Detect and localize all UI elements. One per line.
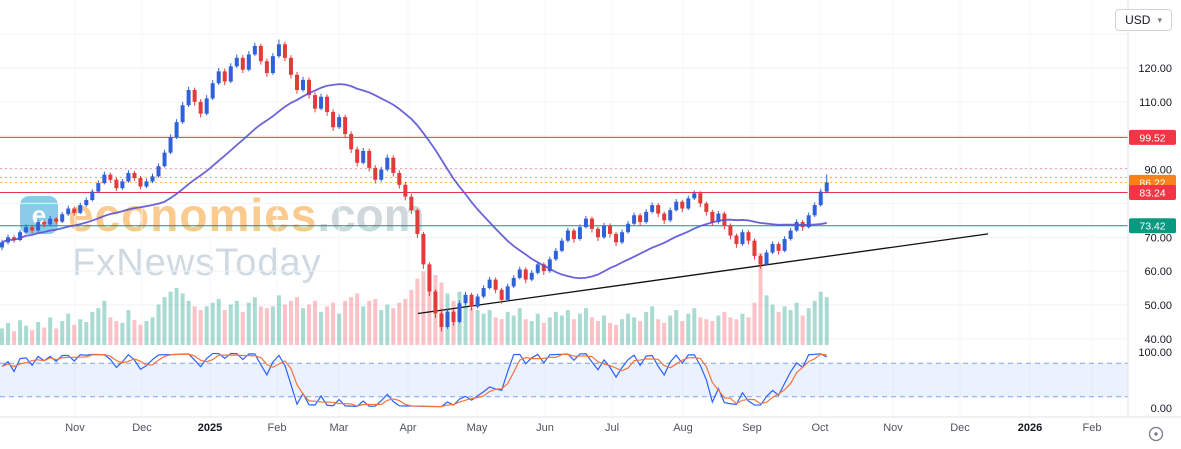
chevron-down-icon: ▾	[1157, 14, 1162, 25]
svg-text:Nov: Nov	[65, 422, 85, 434]
svg-text:Dec: Dec	[132, 422, 152, 434]
svg-text:100.00: 100.00	[1138, 347, 1172, 359]
svg-text:Mar: Mar	[330, 422, 349, 434]
svg-text:Aug: Aug	[673, 422, 693, 434]
crosshair-target-icon[interactable]	[1147, 425, 1165, 443]
ma-line	[1, 83, 827, 280]
grid-layer	[0, 33, 1128, 340]
price-axis: 120.00 110.00 90.00 70.00 60.00 50.00 40.00100…	[0, 0, 1181, 418]
svg-text:83.24: 83.24	[1139, 187, 1165, 199]
svg-text:99.52: 99.52	[1139, 132, 1165, 144]
svg-text:Oct: Oct	[811, 422, 828, 434]
svg-text:110.00: 110.00	[1139, 97, 1172, 109]
svg-text:2026: 2026	[1018, 422, 1042, 434]
svg-text:0.00: 0.00	[1151, 403, 1172, 415]
svg-text:Nov: Nov	[883, 422, 903, 434]
watermark-subbrand: FxNewsToday	[72, 242, 322, 284]
svg-text:90.00: 90.00	[1144, 165, 1172, 177]
svg-text:Jun: Jun	[536, 422, 554, 434]
trendline	[417, 233, 989, 315]
svg-text:Feb: Feb	[268, 422, 287, 434]
svg-text:50.00: 50.00	[1144, 300, 1172, 312]
stochastic-band	[0, 362, 1128, 398]
svg-text:40.00: 40.00	[1144, 334, 1172, 346]
candles-layer	[0, 39, 829, 332]
levels-layer	[0, 136, 1128, 227]
stochastic-layer	[1, 352, 828, 408]
svg-text:Dec: Dec	[950, 422, 970, 434]
svg-text:2025: 2025	[198, 422, 222, 434]
svg-text:60.00: 60.00	[1144, 266, 1172, 278]
svg-text:70.00: 70.00	[1144, 232, 1172, 244]
currency-dropdown[interactable]: USD ▾	[1115, 9, 1172, 31]
crosshair-target-glyph	[1148, 426, 1164, 442]
svg-text:73.42: 73.42	[1139, 221, 1165, 233]
currency-label: USD	[1125, 13, 1151, 27]
time-axis: Nov Dec 2025 Feb Mar Apr May Jun Jul Aug Sep Oct Nov…	[65, 422, 1101, 434]
svg-text:120.00: 120.00	[1138, 63, 1172, 75]
svg-text:Apr: Apr	[399, 422, 416, 434]
svg-text:Jul: Jul	[605, 422, 619, 434]
svg-text:Feb: Feb	[1083, 422, 1102, 434]
svg-text:May: May	[467, 422, 488, 434]
volume-layer	[0, 253, 829, 345]
svg-text:Sep: Sep	[742, 422, 762, 434]
